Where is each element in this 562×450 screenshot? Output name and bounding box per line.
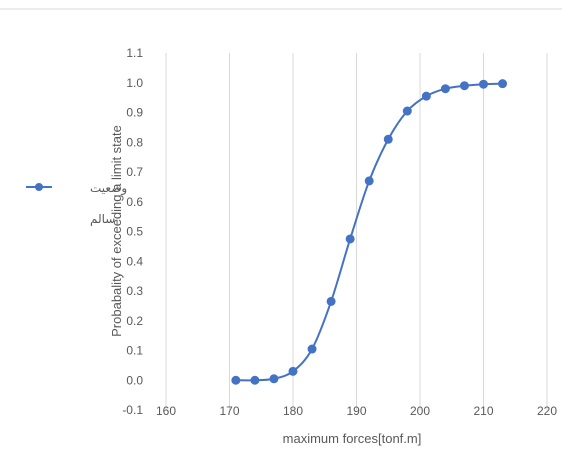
y-tick-label: 0.3 xyxy=(126,284,143,298)
legend-label-line1: وضعیت xyxy=(90,181,127,196)
data-point xyxy=(479,79,488,89)
y-tick-label: -0.1 xyxy=(122,403,143,417)
legend: وضعیت سالم xyxy=(26,181,127,226)
y-tick-label: 0.0 xyxy=(126,373,143,387)
y-tick-label: 1.1 xyxy=(126,46,143,60)
data-point xyxy=(288,366,298,376)
data-point xyxy=(383,134,393,144)
data-point xyxy=(421,91,431,101)
x-tick-label: 170 xyxy=(219,404,239,418)
data-point xyxy=(364,176,374,186)
data-point xyxy=(269,374,279,384)
x-tick-label: 220 xyxy=(537,404,557,418)
legend-label-line2: سالم xyxy=(90,212,115,226)
y-axis-title: Probabality of exceeding a limit state xyxy=(109,125,124,337)
y-tick-label: 1.0 xyxy=(126,76,143,90)
y-tick-label: 0.8 xyxy=(126,135,143,149)
series-layer xyxy=(231,79,508,385)
data-point xyxy=(459,81,469,91)
x-tick-label: 190 xyxy=(346,404,366,418)
data-point xyxy=(345,234,355,244)
data-point xyxy=(498,79,508,89)
y-tick-label: 0.9 xyxy=(126,106,143,120)
y-tick-label: 0.5 xyxy=(126,225,143,239)
data-point xyxy=(440,84,450,94)
y-tick-label: 0.2 xyxy=(126,314,143,328)
data-point xyxy=(231,375,241,385)
x-axis-title: maximum forces[tonf.m] xyxy=(283,431,422,446)
x-tick-label: 180 xyxy=(283,404,303,418)
x-tick-label: 210 xyxy=(473,404,493,418)
y-tick-label: 0.7 xyxy=(126,165,143,179)
y-tick-label: 0.4 xyxy=(126,254,143,268)
data-point xyxy=(307,344,317,354)
series-line xyxy=(235,82,503,382)
x-tick-label: 200 xyxy=(410,404,430,418)
data-point xyxy=(326,296,336,306)
x-axis-ticks: 160 170 180 190 200 210 220 xyxy=(156,404,557,418)
y-axis-ticks: -0.1 0.0 0.1 0.2 0.3 0.4 0.5 0.6 0.7 0.8 0.9 1.0 1.1 xyxy=(122,46,143,417)
y-tick-label: 0.1 xyxy=(126,344,143,358)
gridlines xyxy=(165,53,548,410)
x-tick-label: 160 xyxy=(156,404,176,418)
y-tick-label: 0.6 xyxy=(126,195,143,209)
data-point xyxy=(402,106,412,116)
data-point xyxy=(250,375,260,385)
legend-marker-swatch xyxy=(35,183,43,191)
